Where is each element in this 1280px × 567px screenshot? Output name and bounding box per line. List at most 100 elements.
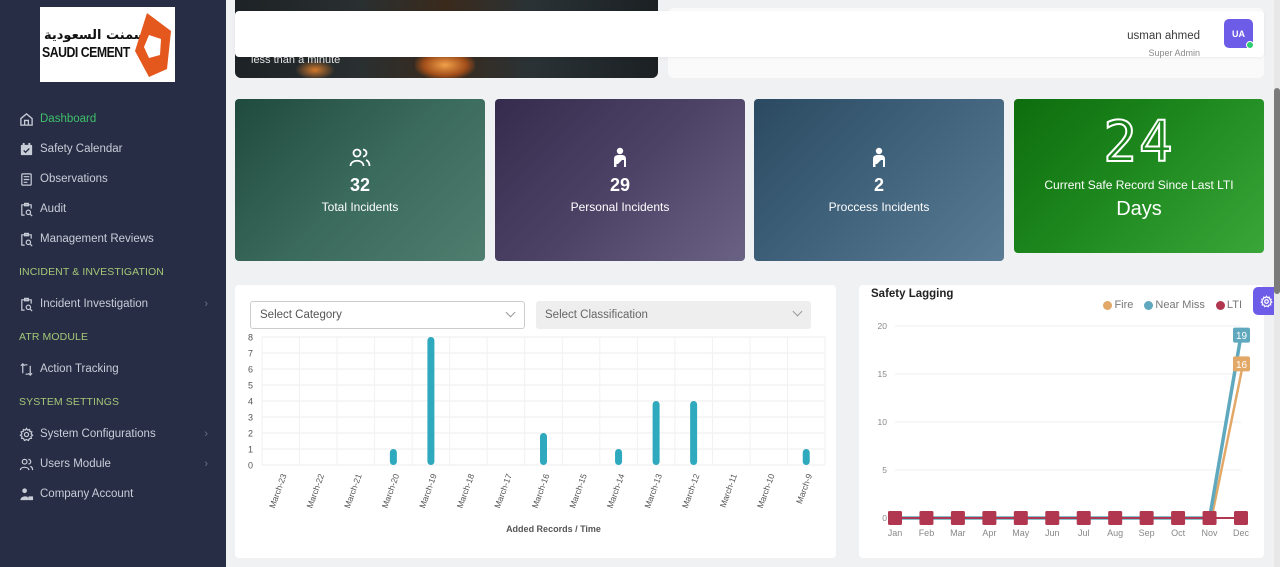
svg-text:March-20: March-20 [380, 472, 402, 509]
safe-record-label: Current Safe Record Since Last LTI [1044, 178, 1234, 192]
sidebar-item-incident-investigation[interactable]: Incident Investigation › [0, 289, 226, 319]
svg-text:Added Records / Time: Added Records / Time [506, 524, 601, 534]
svg-text:March-19: March-19 [417, 472, 439, 509]
chevron-right-icon: › [204, 298, 208, 310]
svg-text:Nov: Nov [1202, 528, 1219, 538]
svg-text:0: 0 [248, 461, 253, 471]
sidebar-item-label: Observations [40, 173, 108, 185]
calendar-check-icon [19, 142, 34, 157]
avatar[interactable]: UA [1224, 19, 1254, 49]
svg-text:March-18: March-18 [455, 472, 477, 509]
sidebar-item-safety-calendar[interactable]: Safety Calendar [0, 134, 226, 164]
svg-text:Aug: Aug [1107, 528, 1123, 538]
stat-card-total-incidents[interactable]: 32 Total Incidents [235, 99, 485, 261]
svg-text:March-14: March-14 [605, 472, 627, 509]
user-name: usman ahmed [1127, 30, 1200, 42]
page-scrollbar-thumb[interactable] [1274, 88, 1280, 294]
legend-item-lti[interactable]: LTI [1215, 299, 1242, 311]
chevron-right-icon: › [204, 428, 208, 440]
avatar-initials: UA [1232, 28, 1245, 39]
svg-text:8: 8 [248, 333, 253, 343]
svg-text:20: 20 [878, 321, 888, 331]
stat-card-process-incidents[interactable]: 2 Proccess Incidents [754, 99, 1004, 261]
safe-record-unit: Days [1116, 198, 1162, 220]
stat-label: Total Incidents [321, 200, 399, 214]
svg-text:Jul: Jul [1078, 528, 1090, 538]
svg-text:4: 4 [248, 397, 253, 407]
stat-card-personal-incidents[interactable]: 29 Personal Incidents [495, 99, 745, 261]
user-info[interactable]: usman ahmed Super Admin [1127, 30, 1200, 58]
gear-icon [19, 426, 34, 442]
sidebar-item-label: Company Account [40, 488, 134, 500]
safety-lagging-line-chart: 0 5 10 15 20 19 16 Jan Feb Mar Apr May Jun Jul Aug Sep O… [878, 321, 1250, 538]
svg-text:March-12: March-12 [680, 472, 702, 509]
users-icon [349, 148, 371, 167]
category-select-placeholder: Select Category [260, 309, 342, 321]
svg-text:March-21: March-21 [342, 472, 364, 509]
records-bar-chart: 0 1 2 3 4 5 6 7 8 March-23 March-22 March-21 March-2… [248, 333, 826, 534]
chevron-down-icon [505, 307, 516, 318]
arrows-exchange-icon [19, 362, 34, 377]
category-select[interactable]: Select Category [250, 301, 525, 329]
sidebar-item-label: Action Tracking [40, 363, 119, 375]
sidebar: الإسمنت السعودية SAUDI CEMENT Dashboard … [0, 0, 226, 567]
svg-text:0: 0 [882, 513, 887, 523]
svg-text:16: 16 [1236, 360, 1248, 371]
sidebar-item-dashboard[interactable]: Dashboard [0, 104, 226, 134]
svg-text:March-13: March-13 [642, 472, 664, 509]
injured-person-icon [873, 147, 885, 167]
sidebar-item-observations[interactable]: Observations [0, 164, 226, 194]
logo-arabic-text: الإسمنت السعودية [44, 27, 161, 43]
svg-text:May: May [1012, 528, 1030, 538]
svg-text:Mar: Mar [950, 528, 966, 538]
chevron-down-icon [792, 306, 803, 317]
clipboard-search-icon [19, 202, 34, 217]
sidebar-item-action-tracking[interactable]: Action Tracking [0, 354, 226, 384]
sidebar-nav: Dashboard Safety Calendar Observations A… [0, 104, 226, 509]
safe-record-card: 24 Current Safe Record Since Last LTI Da… [1014, 99, 1264, 253]
sidebar-item-label: Audit [40, 203, 67, 215]
svg-text:7: 7 [248, 349, 253, 359]
svg-text:Dec: Dec [1233, 528, 1250, 538]
sidebar-item-audit[interactable]: Audit [0, 194, 226, 224]
svg-text:15: 15 [878, 369, 888, 379]
svg-text:Oct: Oct [1171, 528, 1186, 538]
svg-text:3: 3 [248, 413, 253, 423]
svg-text:10: 10 [878, 417, 888, 427]
sidebar-item-label: Incident Investigation [40, 298, 149, 310]
sidebar-item-label: System Configurations [40, 428, 156, 440]
logo-mark-icon [135, 13, 171, 77]
company-logo[interactable]: الإسمنت السعودية SAUDI CEMENT [40, 7, 175, 82]
stat-value: 32 [349, 175, 371, 195]
svg-text:1: 1 [248, 445, 253, 455]
legend-item-fire[interactable]: Fire [1103, 299, 1133, 311]
svg-text:March-23: March-23 [267, 472, 289, 509]
sidebar-item-label: Management Reviews [40, 233, 154, 245]
sidebar-item-management-reviews[interactable]: Management Reviews [0, 224, 226, 254]
svg-text:March-22: March-22 [305, 472, 327, 509]
clipboard-search-icon [19, 297, 34, 312]
legend-item-near-miss[interactable]: Near Miss [1144, 299, 1205, 311]
section-incident-investigation: INCIDENT & INVESTIGATION [19, 265, 164, 278]
sidebar-item-company-account[interactable]: Company Account [0, 479, 226, 509]
svg-text:March-15: March-15 [567, 472, 589, 509]
sidebar-item-label: Dashboard [40, 113, 97, 125]
classification-select[interactable]: Select Classification [536, 301, 811, 329]
stat-value: 29 [609, 175, 631, 195]
document-list-icon [19, 172, 34, 187]
chevron-right-icon: › [204, 458, 208, 470]
sidebar-item-system-configurations[interactable]: System Configurations › [0, 419, 226, 449]
svg-text:Apr: Apr [982, 528, 996, 538]
svg-text:March-11: March-11 [718, 472, 740, 509]
svg-text:19: 19 [1236, 331, 1248, 342]
sidebar-item-users-module[interactable]: Users Module › [0, 449, 226, 479]
sidebar-item-label: Safety Calendar [40, 143, 123, 155]
svg-text:5: 5 [248, 381, 253, 391]
safety-lagging-panel: Safety Lagging Fire Near Miss LTI 0 5 10 15… [859, 285, 1264, 558]
stat-label: Proccess Incidents [828, 200, 930, 214]
svg-text:Sep: Sep [1139, 528, 1155, 538]
svg-text:Feb: Feb [919, 528, 935, 538]
home-icon [19, 112, 34, 127]
svg-text:March-10: March-10 [755, 472, 777, 509]
classification-select-placeholder: Select Classification [545, 309, 648, 321]
